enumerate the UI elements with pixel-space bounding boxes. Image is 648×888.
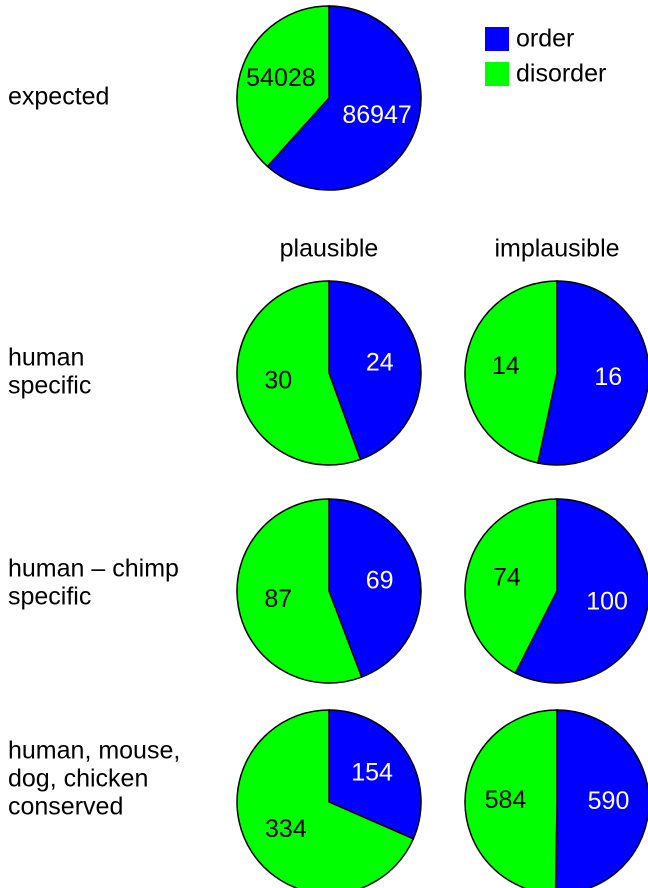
pie-3-1-order-value: 590 — [588, 787, 630, 815]
column-header-plausible: plausible — [280, 235, 379, 263]
row-label-1-line-1: specific — [8, 372, 91, 400]
pie-1-1-order-value: 16 — [594, 363, 622, 391]
row-label-0-line-0: expected — [8, 83, 109, 111]
row-label-3-line-2: conserved — [8, 793, 123, 821]
pie-1-1-disorder-value: 14 — [492, 352, 520, 380]
row-label-1-line-0: human — [8, 344, 84, 372]
legend-label-order: order — [516, 25, 574, 53]
legend-swatch-disorder — [485, 62, 509, 86]
row-label-2-line-0: human – chimp — [8, 555, 179, 583]
pie-0-0-order-value: 86947 — [342, 101, 412, 129]
pie-3-1-disorder-value: 584 — [485, 786, 527, 814]
legend-swatch-order — [485, 27, 509, 51]
pie-1-0-disorder-value: 30 — [264, 367, 292, 395]
pie-3-0-disorder-value: 334 — [265, 815, 307, 843]
row-label-3-line-0: human, mouse, — [8, 737, 180, 765]
column-header-implausible: implausible — [494, 235, 619, 263]
row-label-3-line-1: dog, chicken — [8, 765, 148, 793]
pie-2-1-order-value: 100 — [586, 588, 628, 616]
pie-0-0-disorder-value: 54028 — [246, 64, 316, 92]
pie-3-0-order-value: 154 — [351, 758, 393, 786]
row-label-2-line-1: specific — [8, 583, 91, 611]
legend-label-disorder: disorder — [516, 60, 606, 88]
pie-2-1-disorder-value: 74 — [493, 564, 521, 592]
pie-2-0-disorder-value: 87 — [264, 585, 292, 613]
pie-2-0-order-value: 69 — [366, 566, 394, 594]
pie-1-0-order-value: 24 — [366, 349, 394, 377]
